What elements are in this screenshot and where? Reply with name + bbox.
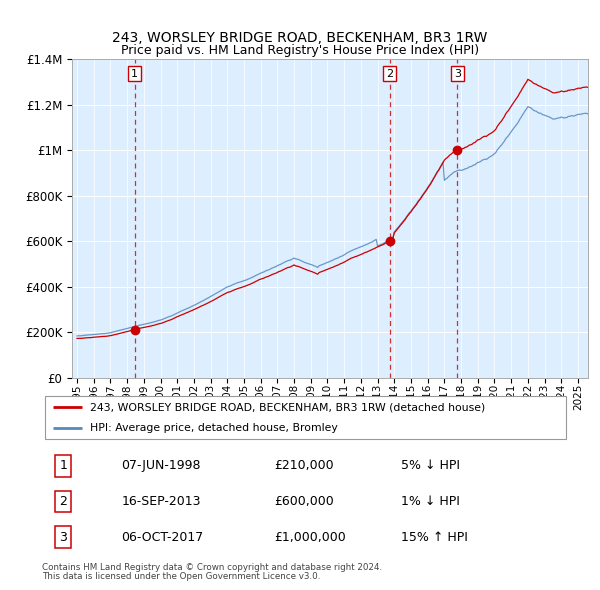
- Text: £1,000,000: £1,000,000: [274, 531, 346, 544]
- Text: 16-SEP-2013: 16-SEP-2013: [121, 495, 201, 508]
- Text: Contains HM Land Registry data © Crown copyright and database right 2024.: Contains HM Land Registry data © Crown c…: [42, 563, 382, 572]
- Text: £600,000: £600,000: [274, 495, 334, 508]
- Text: 07-JUN-1998: 07-JUN-1998: [121, 459, 201, 472]
- Text: 5% ↓ HPI: 5% ↓ HPI: [401, 459, 460, 472]
- Text: 3: 3: [59, 531, 67, 544]
- Text: 243, WORSLEY BRIDGE ROAD, BECKENHAM, BR3 1RW: 243, WORSLEY BRIDGE ROAD, BECKENHAM, BR3…: [112, 31, 488, 45]
- Text: 1% ↓ HPI: 1% ↓ HPI: [401, 495, 460, 508]
- Text: Price paid vs. HM Land Registry's House Price Index (HPI): Price paid vs. HM Land Registry's House …: [121, 44, 479, 57]
- FancyBboxPatch shape: [44, 396, 566, 439]
- Text: HPI: Average price, detached house, Bromley: HPI: Average price, detached house, Brom…: [89, 422, 337, 432]
- Text: £210,000: £210,000: [274, 459, 334, 472]
- Text: 2: 2: [386, 68, 393, 78]
- Text: This data is licensed under the Open Government Licence v3.0.: This data is licensed under the Open Gov…: [42, 572, 320, 581]
- Text: 1: 1: [59, 459, 67, 472]
- Text: 1: 1: [131, 68, 138, 78]
- Text: 3: 3: [454, 68, 461, 78]
- Text: 06-OCT-2017: 06-OCT-2017: [121, 531, 203, 544]
- Text: 2: 2: [59, 495, 67, 508]
- Text: 243, WORSLEY BRIDGE ROAD, BECKENHAM, BR3 1RW (detached house): 243, WORSLEY BRIDGE ROAD, BECKENHAM, BR3…: [89, 402, 485, 412]
- Text: 15% ↑ HPI: 15% ↑ HPI: [401, 531, 468, 544]
